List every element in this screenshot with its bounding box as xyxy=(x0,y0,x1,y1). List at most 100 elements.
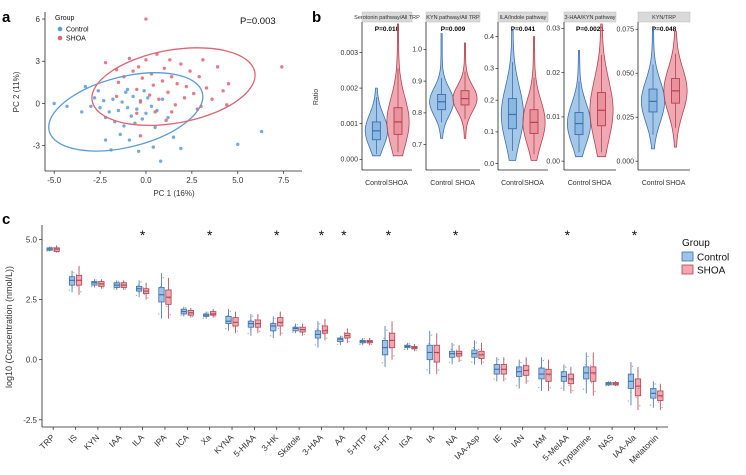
box-point xyxy=(540,380,543,382)
box-point xyxy=(168,297,171,300)
box-x-tick-label: IGA xyxy=(397,432,415,450)
box-point xyxy=(517,367,519,370)
box-point xyxy=(70,276,72,278)
box-point xyxy=(213,312,215,315)
pca-point-shoa xyxy=(182,96,187,100)
box-point xyxy=(614,381,617,383)
pca-x-tick-label: -2.5 xyxy=(93,176,107,185)
box-point xyxy=(322,333,324,335)
box-point xyxy=(185,310,188,313)
box-point xyxy=(68,289,71,291)
violin-x-tick-label: Control xyxy=(365,180,388,187)
violin-facet: 3-HAA/KYN pathway 0.00 0.01 0.02 0.03 P=0.002… xyxy=(546,11,617,187)
box-point xyxy=(271,322,274,324)
box-point xyxy=(459,352,461,355)
box-point xyxy=(549,387,552,389)
box-point xyxy=(610,383,613,385)
box-point xyxy=(118,284,121,286)
pca-point-shoa xyxy=(144,17,148,21)
box-point xyxy=(388,332,391,334)
box-point xyxy=(498,368,501,370)
pca-p-value: P=0.003 xyxy=(240,16,276,27)
pca-ellipse-shoa xyxy=(91,47,256,127)
box-point xyxy=(546,380,548,383)
box-point xyxy=(319,323,321,325)
box-point xyxy=(414,346,416,349)
pca-point-shoa xyxy=(138,134,143,138)
box-point xyxy=(436,336,438,339)
box-point xyxy=(504,378,507,380)
box-x-tick-label: AA xyxy=(332,432,347,447)
box-point xyxy=(227,323,230,326)
box-point xyxy=(391,324,393,326)
pca-point-shoa xyxy=(135,111,139,116)
box-point xyxy=(571,379,573,381)
box-x-tick-label: IPA xyxy=(152,432,169,449)
box-point xyxy=(319,333,322,336)
box-point xyxy=(48,249,51,251)
pca-ellipse-control xyxy=(48,72,204,152)
box-legend-control: Control xyxy=(697,253,729,264)
pca-x-tick-label: 5.0 xyxy=(232,176,244,185)
box-point xyxy=(361,342,364,344)
box-point xyxy=(410,345,413,347)
box-legend-title: Group xyxy=(682,238,710,249)
box-point xyxy=(472,346,475,349)
pca-point-shoa xyxy=(160,79,165,83)
box-point xyxy=(409,345,411,348)
box-point xyxy=(495,363,497,366)
pca-point-shoa xyxy=(201,58,205,62)
box-point xyxy=(296,323,299,326)
box-point xyxy=(204,313,206,315)
box-point xyxy=(338,337,341,340)
box-point xyxy=(629,374,631,376)
box-point xyxy=(570,368,572,371)
pca-point-shoa xyxy=(166,90,170,94)
box-point xyxy=(607,382,609,384)
box-point xyxy=(545,368,547,370)
box-point xyxy=(336,343,339,345)
violin-x-tick-label: SHOA xyxy=(592,180,612,187)
violin-box xyxy=(597,92,606,127)
box-x-tick-label: 3-HAA xyxy=(300,432,325,457)
box-point xyxy=(98,285,101,287)
box-point xyxy=(190,308,192,310)
box-point xyxy=(75,273,78,276)
box-point xyxy=(403,348,406,351)
violin-facet-strip xyxy=(497,11,549,23)
box-point xyxy=(191,312,193,314)
box-point xyxy=(370,343,373,346)
pca-legend-shoa-dot xyxy=(57,35,63,41)
box-point xyxy=(316,328,318,330)
box-point xyxy=(207,311,209,313)
box-point xyxy=(209,310,212,313)
box-point xyxy=(79,279,81,282)
box-point xyxy=(188,313,190,316)
box-point xyxy=(392,339,394,342)
violin-y-tick-label: 0.001 xyxy=(340,121,358,128)
box-point xyxy=(165,289,167,291)
box-point xyxy=(140,281,142,283)
panel-label-c: c xyxy=(2,211,10,228)
box-point xyxy=(95,279,97,281)
box-point xyxy=(500,363,502,366)
box-point xyxy=(254,319,256,321)
pca-point-control xyxy=(144,111,148,116)
box-point xyxy=(426,369,428,371)
pca-point-shoa xyxy=(162,66,167,70)
box-point xyxy=(321,324,323,326)
box-point xyxy=(124,288,127,290)
violin-y-tick-label: 0.4 xyxy=(484,34,494,41)
box-point xyxy=(277,327,280,330)
box-shoa xyxy=(277,317,284,327)
box-point xyxy=(657,401,660,403)
box-point xyxy=(187,310,189,312)
box-point xyxy=(563,382,565,384)
violin-y-tick-label: 0.003 xyxy=(340,50,358,57)
violin-y-tick-label: 0.8 xyxy=(412,110,422,117)
pca-point-control xyxy=(236,142,240,146)
pca-x-tick-label: 0.0 xyxy=(140,176,152,185)
box-point xyxy=(592,356,594,358)
box-point xyxy=(430,334,433,336)
box-point xyxy=(280,322,282,325)
